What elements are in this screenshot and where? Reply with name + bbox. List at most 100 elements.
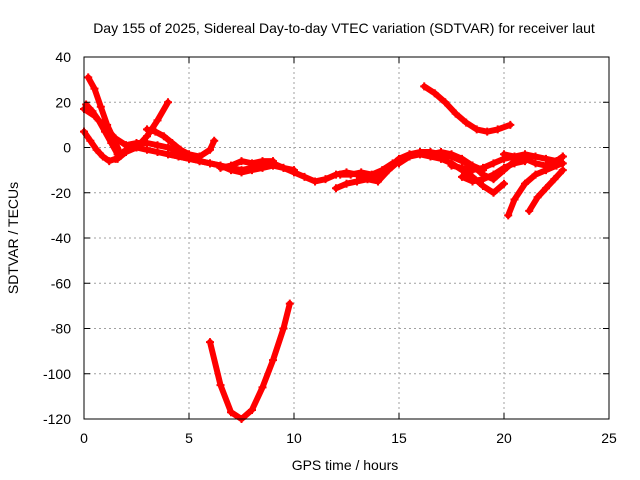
data-point xyxy=(558,152,567,161)
data-point xyxy=(542,154,550,163)
data-point xyxy=(462,118,471,127)
data-point xyxy=(168,138,177,147)
data-point xyxy=(279,324,288,333)
data-point xyxy=(84,73,93,82)
data-point xyxy=(500,163,508,172)
data-point xyxy=(357,168,366,177)
data-point xyxy=(111,134,120,143)
x-axis-label: GPS time / hours xyxy=(292,457,399,473)
data-point xyxy=(258,383,267,392)
data-point xyxy=(437,148,445,157)
x-tick-label: 25 xyxy=(601,430,617,446)
data-point xyxy=(290,166,298,175)
data-point xyxy=(90,84,99,93)
data-point xyxy=(558,159,567,168)
data-point xyxy=(176,145,185,154)
series-line-8 xyxy=(207,300,293,422)
data-point xyxy=(174,152,183,161)
data-point xyxy=(426,150,435,159)
x-tick-label: 5 xyxy=(185,430,193,446)
data-point xyxy=(143,125,151,134)
data-point xyxy=(237,168,246,177)
data-point xyxy=(458,163,466,172)
data-point xyxy=(258,163,267,172)
data-point xyxy=(153,141,162,150)
data-point xyxy=(531,170,540,179)
data-point xyxy=(542,166,550,175)
data-point xyxy=(468,177,477,186)
data-point xyxy=(510,152,519,161)
y-tick-label: -40 xyxy=(51,230,71,246)
data-point xyxy=(227,408,235,417)
data-point xyxy=(98,152,107,161)
data-point xyxy=(105,157,114,166)
data-point xyxy=(458,172,466,181)
axis-ticks: 0 5 10 15 20 25 -120 -100 -80 -60 -40 -20 0 20 40 xyxy=(43,49,617,446)
data-point xyxy=(531,159,540,168)
data-point xyxy=(395,159,403,168)
data-point xyxy=(285,299,294,308)
x-tick-label: 10 xyxy=(286,430,302,446)
data-point xyxy=(510,159,519,168)
data-point xyxy=(216,163,225,172)
data-point xyxy=(237,157,246,166)
data-point xyxy=(353,177,361,186)
y-tick-label: 0 xyxy=(63,140,71,156)
data-point xyxy=(420,82,429,91)
data-point xyxy=(122,148,130,157)
data-point xyxy=(479,163,487,172)
x-tick-label: 15 xyxy=(391,430,407,446)
data-point xyxy=(210,136,219,145)
data-point xyxy=(504,211,513,220)
chart-title: Day 155 of 2025, Sidereal Day-to-day VTE… xyxy=(93,20,595,36)
data-point xyxy=(279,163,288,172)
grid xyxy=(84,57,609,419)
y-tick-label: -80 xyxy=(51,321,71,337)
data-point xyxy=(248,405,256,414)
data-point xyxy=(164,150,172,159)
data-point xyxy=(96,102,105,111)
x-tick-label: 20 xyxy=(496,430,512,446)
data-point xyxy=(321,175,330,184)
data-point xyxy=(132,138,141,147)
data-point xyxy=(143,138,151,147)
data-point xyxy=(143,145,151,154)
data-point xyxy=(153,116,162,125)
data-point xyxy=(153,148,162,157)
data-point xyxy=(447,161,456,170)
data-point xyxy=(101,123,109,132)
data-point xyxy=(367,170,376,179)
data-point xyxy=(416,150,424,159)
y-tick-label: 40 xyxy=(55,49,71,65)
y-tick-label: -20 xyxy=(51,185,71,201)
data-point xyxy=(342,179,351,188)
data-point xyxy=(332,184,340,193)
data-point xyxy=(227,161,235,170)
data-point xyxy=(479,181,487,190)
data-point xyxy=(185,154,193,163)
data-point xyxy=(521,179,529,188)
data-point xyxy=(479,175,487,184)
data-point xyxy=(113,154,122,163)
data-point xyxy=(430,89,439,98)
data-point xyxy=(552,161,561,170)
data-point xyxy=(489,159,498,168)
y-tick-label: -100 xyxy=(43,366,71,382)
data-point xyxy=(206,338,214,347)
data-point xyxy=(269,157,277,166)
data-point xyxy=(441,98,450,107)
data-point xyxy=(378,166,387,175)
x-tick-label: 0 xyxy=(80,430,88,446)
data-point xyxy=(531,152,540,161)
data-point xyxy=(151,127,160,136)
data-point xyxy=(542,184,550,193)
series-layer xyxy=(80,73,567,423)
data-point xyxy=(510,195,519,204)
data-point xyxy=(122,141,130,150)
data-point xyxy=(550,175,559,184)
data-point xyxy=(86,136,95,145)
data-point xyxy=(533,193,542,202)
data-point xyxy=(216,381,225,390)
data-point xyxy=(164,143,172,152)
